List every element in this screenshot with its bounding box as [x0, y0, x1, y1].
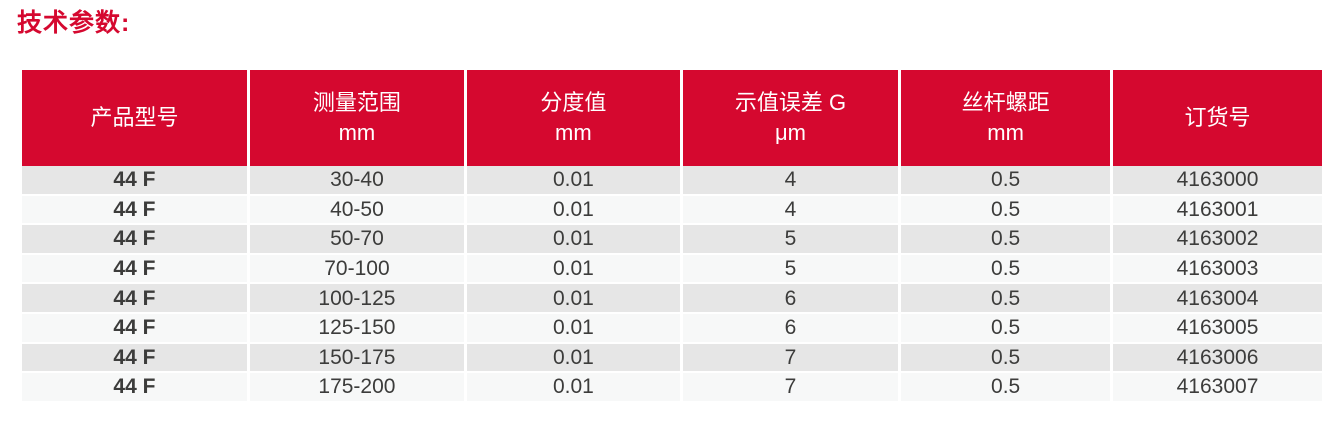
table-cell: 0.01 [463, 195, 680, 224]
table-cell: 4163003 [1110, 254, 1322, 283]
table-row: 44 F 40-50 0.01 4 0.5 4163001 [22, 195, 1322, 226]
table-cell: 0.5 [898, 373, 1111, 401]
table-body: 44 F 30-40 0.01 4 0.5 4163000 44 F 40-50 0.01 4 0.… [22, 166, 1322, 403]
table-cell: 4163006 [1110, 343, 1322, 372]
table-cell: 44 F [22, 166, 247, 194]
table-cell: 44 F [22, 373, 247, 401]
table-cell: 0.5 [898, 254, 1111, 283]
table-cell: 70-100 [246, 254, 464, 283]
table-cell: 0.01 [463, 225, 680, 253]
header-cell-3: 示值误差 G μm [679, 70, 898, 166]
table-cell: 30-40 [246, 166, 464, 194]
header-unit: mm [338, 120, 376, 145]
table-cell: 0.01 [463, 254, 680, 283]
table-cell: 0.5 [898, 166, 1111, 194]
table-cell: 5 [679, 254, 899, 283]
table-cell: 5 [679, 225, 899, 253]
header-label: 示值误差 G [734, 90, 847, 115]
header-unit: μm [774, 120, 806, 145]
header-cell-5: 订货号 [1110, 70, 1322, 166]
header-label: 订货号 [1184, 105, 1251, 130]
table-cell: 4163005 [1110, 313, 1322, 342]
table-row: 44 F 175-200 0.01 7 0.5 4163007 [22, 373, 1322, 403]
table-row: 44 F 125-150 0.01 6 0.5 4163005 [22, 313, 1322, 344]
table-cell: 44 F [22, 343, 247, 372]
table-cell: 7 [679, 343, 899, 372]
table-cell: 0.5 [898, 313, 1111, 342]
table-cell: 150-175 [246, 343, 464, 372]
table-cell: 0.01 [463, 284, 680, 312]
table-cell: 0.01 [463, 373, 680, 401]
table-cell: 0.5 [898, 284, 1111, 312]
header-cell-2: 分度值 mm [463, 70, 680, 166]
header-unit: mm [555, 120, 592, 145]
header-label: 测量范围 [312, 90, 401, 115]
table-cell: 40-50 [246, 195, 464, 224]
table-cell: 175-200 [246, 373, 464, 401]
table-cell: 4163002 [1110, 225, 1322, 253]
header-label: 产品型号 [90, 105, 179, 130]
table-row: 44 F 70-100 0.01 5 0.5 4163003 [22, 254, 1322, 285]
table-row: 44 F 150-175 0.01 7 0.5 4163006 [22, 343, 1322, 374]
table-cell: 44 F [22, 284, 247, 312]
table-cell: 0.5 [898, 225, 1111, 253]
table-row: 44 F 30-40 0.01 4 0.5 4163000 [22, 166, 1322, 196]
table-cell: 50-70 [246, 225, 464, 253]
header-label: 丝杆螺距 [961, 90, 1050, 115]
table-cell: 7 [679, 373, 899, 401]
table-cell: 6 [679, 313, 899, 342]
table-cell: 44 F [22, 254, 247, 283]
table-cell: 4163000 [1110, 166, 1322, 194]
table-cell: 125-150 [246, 313, 464, 342]
header-cell-4: 丝杆螺距 mm [898, 70, 1110, 166]
table-cell: 6 [679, 284, 899, 312]
page-title: 技术参数: [17, 9, 131, 37]
table-cell: 0.5 [898, 343, 1111, 372]
table-cell: 4163007 [1110, 373, 1322, 401]
header-label: 分度值 [540, 90, 607, 115]
table-cell: 44 F [22, 225, 247, 253]
header-cell-0: 产品型号 [22, 70, 247, 166]
table-cell: 4163001 [1110, 195, 1322, 224]
table-cell: 4 [679, 195, 899, 224]
table-cell: 44 F [22, 195, 247, 224]
table-header-row: 产品型号 测量范围 mm 分度值 mm 示值误差 G μm 丝杆螺距 mm 订货号 [22, 70, 1322, 166]
table-cell: 4163004 [1110, 284, 1322, 312]
table-cell: 100-125 [246, 284, 464, 312]
header-cell-1: 测量范围 mm [246, 70, 464, 166]
table-row: 44 F 100-125 0.01 6 0.5 4163004 [22, 284, 1322, 314]
table-cell: 0.01 [463, 166, 680, 194]
table-cell: 4 [679, 166, 899, 194]
table-cell: 0.01 [463, 343, 680, 372]
table-cell: 44 F [22, 313, 247, 342]
table-row: 44 F 50-70 0.01 5 0.5 4163002 [22, 225, 1322, 255]
table-cell: 0.01 [463, 313, 680, 342]
table-cell: 0.5 [898, 195, 1111, 224]
header-unit: mm [987, 120, 1024, 145]
